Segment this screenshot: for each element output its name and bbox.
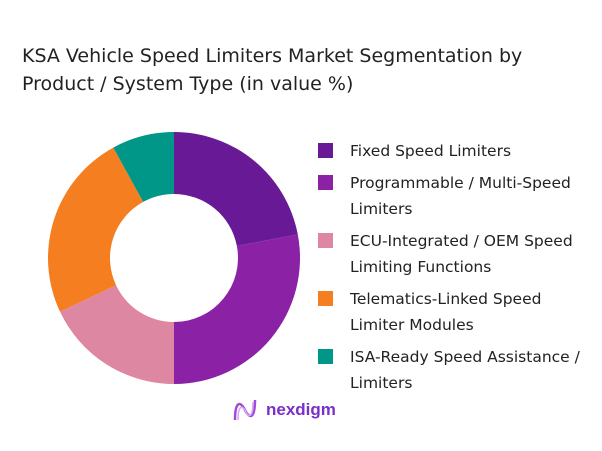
legend-label: Telematics-Linked Speed Limiter Modules — [350, 290, 542, 334]
legend-item: ISA-Ready Speed Assistance / Limiters — [318, 344, 590, 396]
chart-title: KSA Vehicle Speed Limiters Market Segmen… — [22, 45, 523, 95]
legend-label: Fixed Speed Limiters — [350, 142, 512, 160]
donut-slice — [113, 132, 174, 202]
legend-label: ISA-Ready Speed Assistance / Limiters — [350, 348, 580, 392]
legend-swatch — [318, 175, 333, 190]
legend-item: ECU-Integrated / OEM Speed Limiting Func… — [318, 228, 590, 280]
legend-item: Fixed Speed Limiters — [318, 138, 590, 164]
legend-swatch — [318, 291, 333, 306]
legend-swatch — [318, 349, 333, 364]
legend-item: Programmable / Multi-Speed Limiters — [318, 170, 590, 222]
donut-slice — [174, 234, 300, 384]
legend-label: ECU-Integrated / OEM Speed Limiting Func… — [350, 232, 573, 276]
legend-label: Programmable / Multi-Speed Limiters — [350, 174, 571, 218]
donut-slice — [174, 132, 298, 247]
legend-swatch — [318, 143, 333, 158]
donut-slice — [47, 147, 144, 312]
logo-text: nexdigm — [266, 400, 336, 419]
legend-swatch — [318, 233, 333, 248]
legend-item: Telematics-Linked Speed Limiter Modules — [318, 286, 590, 338]
legend: Fixed Speed Limiters Programmable / Multi… — [318, 138, 590, 402]
nexdigm-logo: nexdigm — [232, 398, 336, 422]
donut-slice — [59, 285, 174, 385]
logo-wave-icon — [233, 399, 257, 421]
